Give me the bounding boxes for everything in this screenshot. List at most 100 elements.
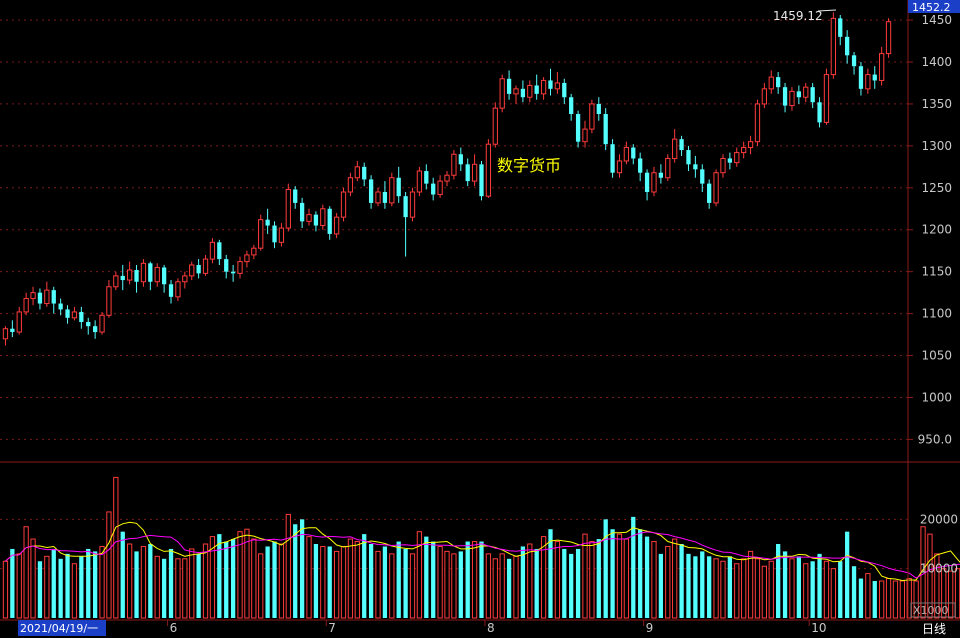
volume-bar (113, 476, 119, 619)
candle-body (409, 191, 416, 218)
volume-bar (265, 546, 270, 618)
volume-bar (403, 548, 408, 618)
volume-bar (148, 544, 153, 618)
volume-bar (161, 558, 167, 618)
candle (106, 280, 112, 318)
candle (830, 12, 836, 79)
candle-body (554, 82, 561, 90)
candle-body (272, 225, 277, 243)
candle-body (569, 97, 574, 114)
date-axis: 6 7 8 9 10 (167, 620, 826, 635)
candle-body (838, 18, 843, 37)
candle (16, 306, 22, 335)
candle-body (368, 179, 374, 203)
volume-bar (720, 560, 726, 619)
volume-bar (10, 548, 15, 618)
candle-body (485, 143, 492, 197)
volume-bar (320, 545, 326, 619)
candle (796, 85, 801, 104)
candle (424, 164, 429, 190)
candle (838, 15, 843, 46)
candle (879, 46, 885, 86)
volume-bar (754, 558, 761, 619)
volume-bar (644, 536, 650, 618)
volume-unit-label: X1000 (913, 604, 949, 617)
candle (217, 239, 222, 265)
candle (845, 30, 850, 64)
candle-body (623, 147, 630, 162)
candle (293, 186, 298, 209)
candle-body (333, 216, 340, 235)
candle-body (148, 263, 153, 282)
candle (741, 141, 747, 159)
start-date-badge: 2021/04/19/一 (18, 620, 106, 636)
candle (278, 223, 285, 247)
volume-bar (251, 538, 257, 619)
volume-bar (299, 519, 305, 618)
candle-body (16, 311, 22, 333)
candle-body (175, 281, 181, 298)
volume-bar (623, 538, 630, 619)
candle (120, 264, 125, 291)
volume-bar (817, 553, 822, 618)
high-annotation: 1459.12 (773, 9, 837, 23)
candle-body (209, 241, 216, 260)
volume-bar (99, 545, 105, 619)
candle (444, 171, 450, 187)
volume-bar (175, 558, 181, 619)
volume-bar (65, 553, 70, 618)
candle (340, 187, 347, 222)
candle (754, 99, 761, 146)
volume-bar (93, 551, 98, 618)
candle (265, 208, 270, 234)
volume-bar (202, 543, 209, 619)
candle (86, 317, 91, 335)
candle (810, 82, 815, 109)
candle (458, 147, 463, 172)
volume-ma-line (5, 531, 960, 579)
volume-bar (258, 553, 264, 619)
volume-bar (589, 541, 595, 619)
chart-title: 数字货币 (497, 156, 561, 175)
candle-body (403, 196, 408, 218)
candle-body (154, 266, 160, 283)
candle-body (768, 76, 774, 90)
candle-body (340, 191, 347, 218)
candle-body (65, 309, 70, 318)
candle-body (424, 171, 429, 184)
volume-bars (2, 476, 960, 619)
candle-body (761, 88, 768, 105)
current-price-badge-bg (908, 0, 960, 13)
volume-axis: 10000 20000 (920, 512, 958, 575)
price-tick-label: 1150 (921, 265, 952, 279)
period-label[interactable]: 日线 (922, 622, 946, 636)
candle (872, 66, 877, 89)
candle-body (444, 174, 450, 182)
candle-body (672, 138, 678, 159)
candle (313, 211, 319, 232)
candle-body (79, 311, 84, 322)
candle (616, 154, 623, 178)
candle (175, 278, 181, 302)
candle-body (10, 328, 15, 333)
volume-bar (285, 513, 291, 619)
candle (354, 160, 360, 182)
candle-body (499, 78, 505, 109)
candle (396, 166, 401, 203)
candle-body (202, 258, 209, 274)
candle (761, 82, 768, 109)
candle-body (251, 247, 257, 256)
candle (189, 261, 195, 281)
candle (79, 306, 84, 329)
volume-bar (610, 529, 615, 618)
candle (65, 305, 70, 324)
volume-bar (237, 531, 243, 619)
volume-bar (582, 533, 588, 619)
volume-bar (458, 551, 463, 618)
volume-bar (851, 566, 857, 618)
high-annotation-arrow (817, 9, 837, 12)
volume-bar (272, 541, 277, 618)
candle-body (513, 88, 519, 95)
candle-body (872, 74, 877, 81)
